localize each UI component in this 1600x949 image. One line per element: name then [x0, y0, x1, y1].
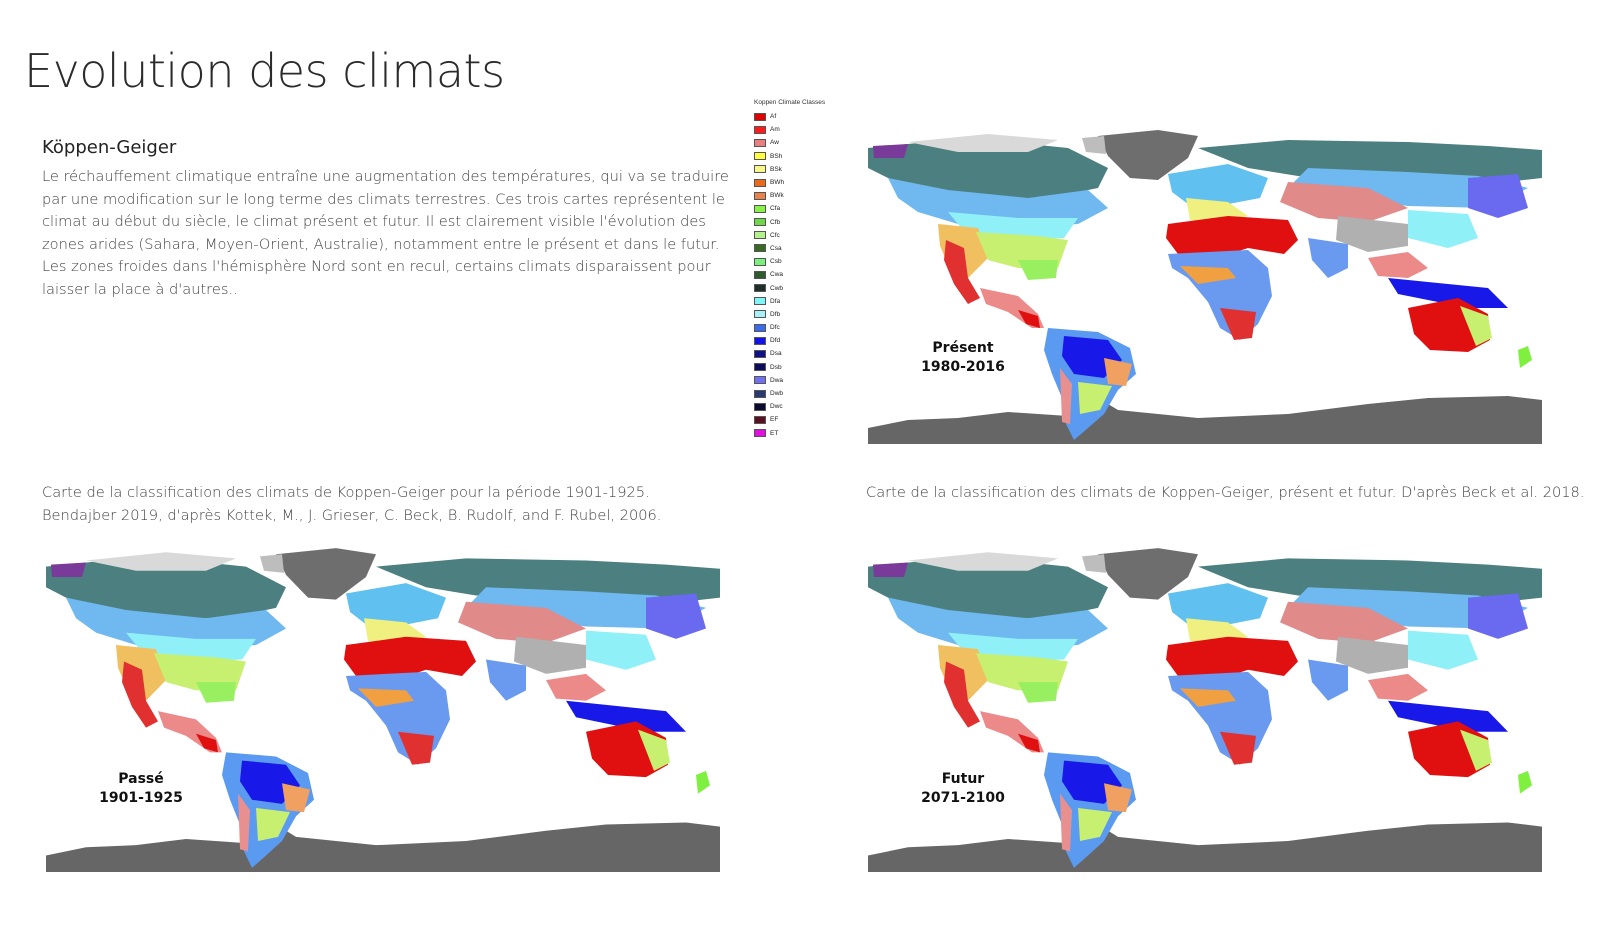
- legend-swatch: [754, 270, 766, 279]
- legend-swatch: [754, 204, 766, 213]
- legend-label: Cfb: [770, 218, 781, 226]
- legend-label: Aw: [770, 139, 779, 147]
- legend-label: Dfd: [770, 337, 781, 345]
- legend-item: Dwb: [754, 387, 844, 400]
- legend-item: BWh: [754, 176, 844, 189]
- legend-swatch: [754, 257, 766, 266]
- map-present-label-title: Présent: [932, 340, 994, 356]
- legend-swatch: [754, 178, 766, 187]
- legend-swatch: [754, 402, 766, 411]
- legend-swatch: [754, 429, 766, 438]
- world-map-present: [868, 130, 1542, 444]
- intro-paragraph: Le réchauffement climatique entraîne une…: [42, 168, 729, 298]
- legend-label: Af: [770, 113, 777, 121]
- map-past-label-title: Passé: [118, 771, 164, 787]
- legend-label: BSk: [770, 165, 782, 173]
- legend-item: Cfc: [754, 229, 844, 242]
- legend-swatch: [754, 218, 766, 227]
- legend-label: Dfa: [770, 297, 781, 305]
- legend-item: Dfb: [754, 308, 844, 321]
- legend-swatch: [754, 389, 766, 398]
- caption-present-future-maps: Carte de la classification des climats d…: [866, 484, 1585, 501]
- legend-item: Cwa: [754, 268, 844, 281]
- legend-item: Aw: [754, 136, 844, 149]
- map-past-label: Passé 1901-1925: [86, 770, 196, 808]
- legend-item: Dsb: [754, 361, 844, 374]
- legend-swatch: [754, 310, 766, 319]
- legend-swatch: [754, 138, 766, 147]
- climate-legend: Koppen Climate Classes Af Am Aw BSh BSk BWh BW…: [754, 99, 844, 440]
- legend-item: EF: [754, 413, 844, 426]
- legend-swatch: [754, 297, 766, 306]
- legend-label: BWk: [770, 192, 784, 200]
- map-future: Futur 2071-2100: [868, 546, 1542, 872]
- map-past-label-period: 1901-1925: [99, 790, 183, 806]
- legend-item: Dfa: [754, 295, 844, 308]
- legend-label: Dfb: [770, 310, 781, 318]
- legend-item: Dwa: [754, 374, 844, 387]
- legend-swatch: [754, 363, 766, 372]
- legend-swatch: [754, 191, 766, 200]
- legend-label: BWh: [770, 179, 785, 187]
- legend-swatch: [754, 125, 766, 134]
- legend-item: Cwb: [754, 281, 844, 294]
- legend-swatch: [754, 165, 766, 174]
- map-present-label: Présent 1980-2016: [908, 339, 1018, 377]
- legend-item: Dsa: [754, 347, 844, 360]
- legend-label: Cfa: [770, 205, 781, 213]
- legend-swatch: [754, 231, 766, 240]
- legend-swatch: [754, 284, 766, 293]
- legend-label: Cfc: [770, 231, 780, 239]
- page-title: Evolution des climats: [24, 44, 505, 98]
- legend-item: Csa: [754, 242, 844, 255]
- caption-past-map: Carte de la classification des climats d…: [42, 484, 662, 524]
- legend-list: Af Am Aw BSh BSk BWh BWk Cfa Cfb Cfc Csa Csb Cwa Cwb D…: [754, 110, 844, 440]
- legend-label: Csb: [770, 258, 782, 266]
- legend-title: Koppen Climate Classes: [754, 99, 826, 106]
- legend-item: Cfa: [754, 202, 844, 215]
- legend-swatch: [754, 244, 766, 253]
- legend-swatch: [754, 415, 766, 424]
- map-future-label-title: Futur: [941, 771, 985, 787]
- legend-label: Dsa: [770, 350, 782, 358]
- legend-label: BSh: [770, 152, 783, 160]
- legend-label: Am: [770, 126, 780, 134]
- world-map-past: [46, 548, 720, 872]
- legend-label: Cwa: [770, 271, 784, 279]
- section-subtitle: Köppen-Geiger: [42, 137, 177, 158]
- legend-label: ET: [770, 429, 779, 437]
- map-future-label-period: 2071-2100: [921, 790, 1005, 806]
- map-present-label-period: 1980-2016: [921, 359, 1005, 375]
- legend-item: BWk: [754, 189, 844, 202]
- legend-item: BSh: [754, 150, 844, 163]
- legend-label: Dsb: [770, 363, 782, 371]
- map-past: Passé 1901-1925: [46, 546, 720, 872]
- map-present: Présent 1980-2016: [868, 128, 1542, 444]
- legend-label: Dwb: [770, 390, 784, 398]
- legend-item: Am: [754, 123, 844, 136]
- legend-swatch: [754, 336, 766, 345]
- legend-item: BSk: [754, 163, 844, 176]
- legend-label: EF: [770, 416, 779, 424]
- world-map-future: [868, 548, 1542, 872]
- legend-label: Dwa: [770, 376, 784, 384]
- legend-item: Dfc: [754, 321, 844, 334]
- legend-item: Dwc: [754, 400, 844, 413]
- legend-swatch: [754, 323, 766, 332]
- legend-swatch: [754, 376, 766, 385]
- legend-label: Dfc: [770, 324, 780, 332]
- legend-item: Csb: [754, 255, 844, 268]
- legend-swatch: [754, 349, 766, 358]
- legend-item: Dfd: [754, 334, 844, 347]
- legend-swatch: [754, 152, 766, 161]
- map-future-label: Futur 2071-2100: [908, 770, 1018, 808]
- legend-swatch: [754, 112, 766, 121]
- legend-item: ET: [754, 427, 844, 440]
- legend-item: Cfb: [754, 216, 844, 229]
- legend-label: Cwb: [770, 284, 784, 292]
- legend-label: Dwc: [770, 403, 783, 411]
- legend-item: Af: [754, 110, 844, 123]
- legend-label: Csa: [770, 244, 782, 252]
